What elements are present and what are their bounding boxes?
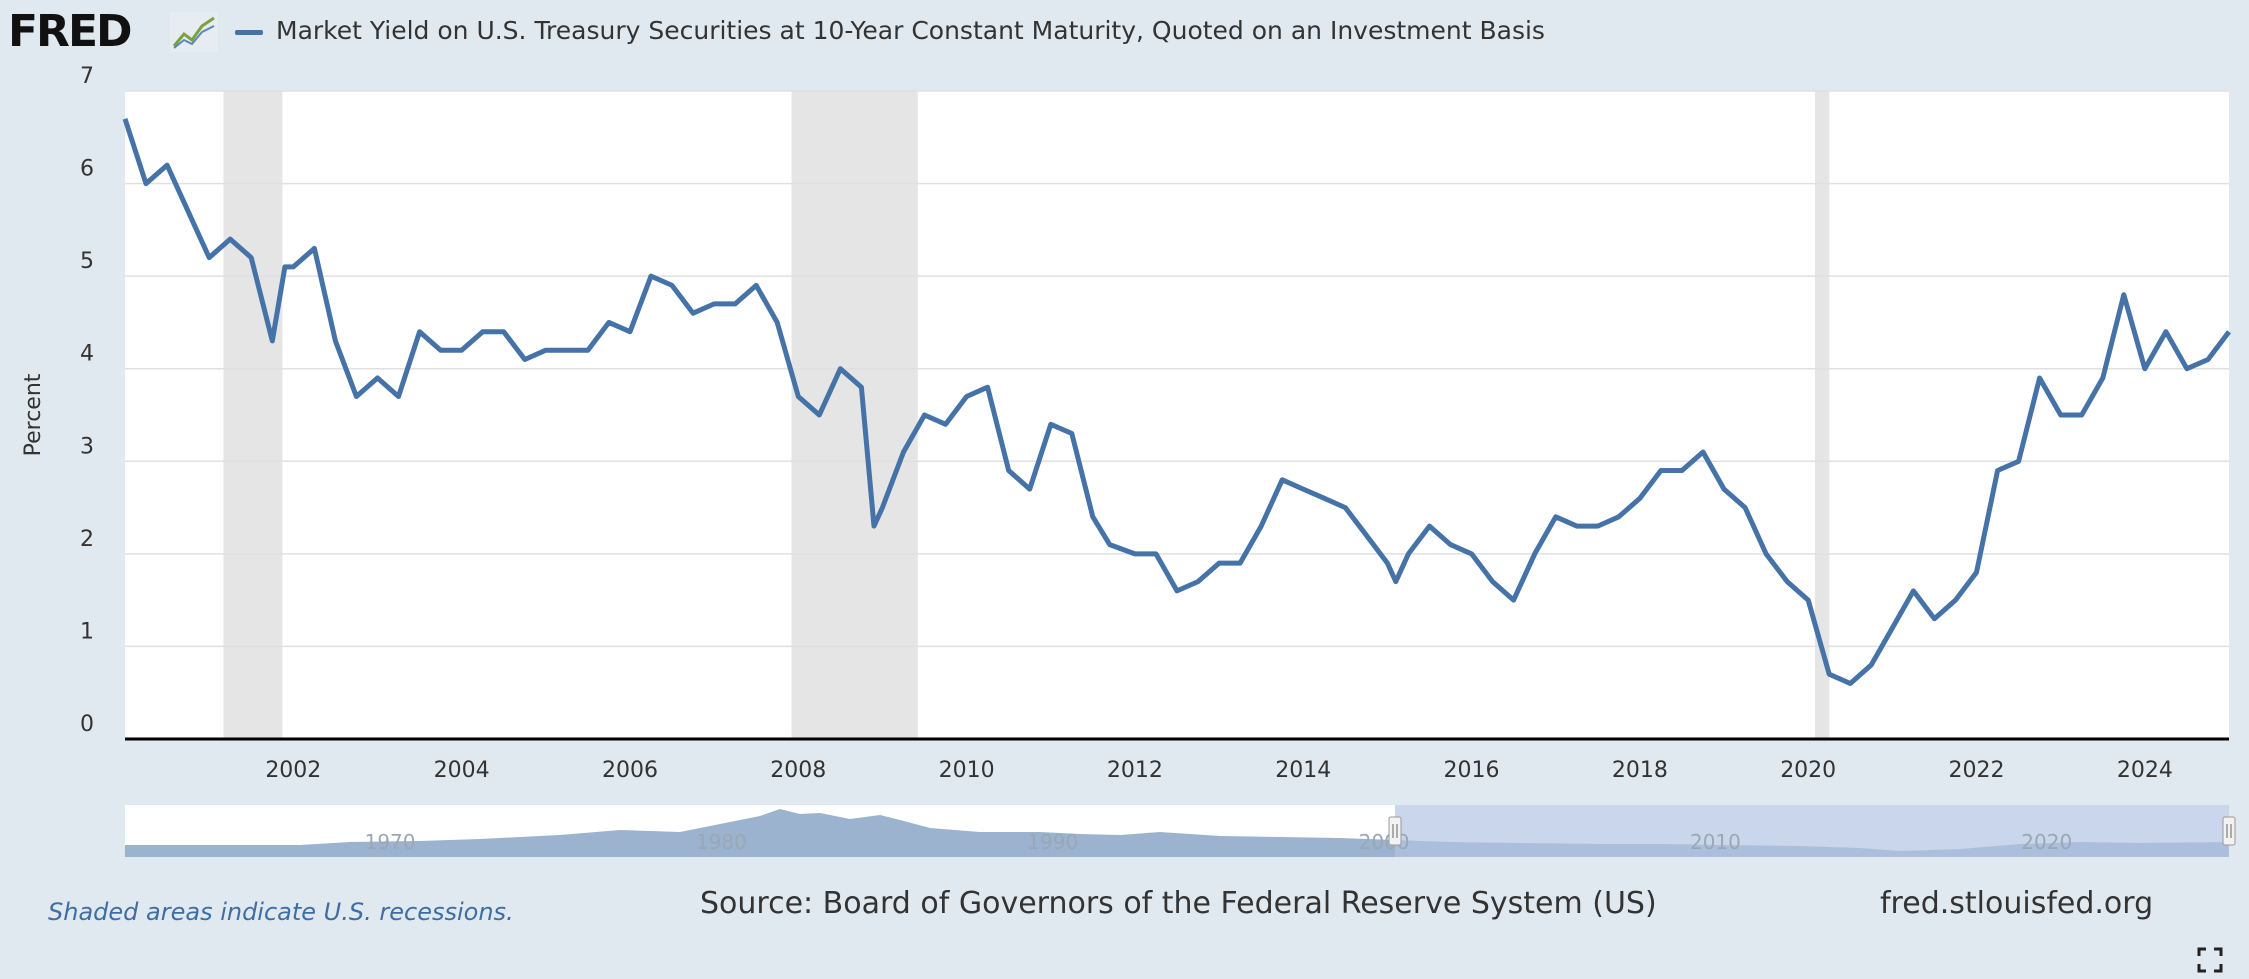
recession-band <box>1814 91 1830 739</box>
y-tick-label: 4 <box>80 342 94 367</box>
x-tick-label: 2006 <box>602 758 658 783</box>
recession-bands <box>223 91 1830 739</box>
x-axis-ticks: 2002 2004 2006 2008 2010 2012 2014 2016 2018 2020… <box>265 758 2173 783</box>
x-tick-label: 2008 <box>770 758 826 783</box>
navigator-right-handle[interactable] <box>2222 816 2236 846</box>
x-tick-label: 2024 <box>2117 758 2173 783</box>
plot-background <box>125 91 2229 739</box>
navigator-label: 1980 <box>696 830 747 854</box>
y-axis-label: Percent <box>21 373 46 456</box>
navigator-label: 2010 <box>1690 830 1741 854</box>
recession-band <box>223 91 283 739</box>
y-tick-label: 2 <box>80 527 94 552</box>
chart-area: 0 1 2 3 4 5 6 7 2002 2004 2006 2008 2010 2012 2014 201… <box>21 64 2236 857</box>
x-tick-label: 2014 <box>1275 758 1331 783</box>
y-tick-label: 6 <box>80 157 94 182</box>
y-tick-label: 5 <box>80 249 94 274</box>
series-line[interactable] <box>122 118 2231 686</box>
navigator[interactable]: 1970 1980 1990 2000 2010 2020 <box>125 805 2236 857</box>
x-tick-label: 2016 <box>1444 758 1500 783</box>
site-link[interactable]: fred.stlouisfed.org <box>1880 886 2154 921</box>
chart-header: FRED Market Yield on U.S. Treasury Secur… <box>0 0 2249 64</box>
legend-swatch[interactable] <box>235 30 263 35</box>
fred-logo-chart-icon <box>170 12 218 52</box>
x-tick-label: 2004 <box>434 758 490 783</box>
y-tick-label: 7 <box>80 64 94 89</box>
y-tick-label: 0 <box>80 712 94 737</box>
x-tick-label: 2022 <box>1949 758 2005 783</box>
navigator-selection[interactable] <box>1395 805 2229 857</box>
fred-logo[interactable]: FRED <box>8 6 133 57</box>
navigator-left-handle[interactable] <box>1388 816 1402 846</box>
navigator-labels: 1970 1980 1990 2000 2010 2020 <box>365 830 2073 854</box>
grid-lines <box>125 90 2229 648</box>
navigator-label: 2000 <box>1359 830 1410 854</box>
navigator-label: 1970 <box>365 830 416 854</box>
x-tick-label: 2002 <box>265 758 321 783</box>
x-tick-label: 2012 <box>1107 758 1163 783</box>
navigator-label: 1990 <box>1027 830 1078 854</box>
x-tick-label: 2010 <box>939 758 995 783</box>
x-tick-label: 2020 <box>1780 758 1836 783</box>
navigator-label: 2020 <box>2021 830 2072 854</box>
y-tick-label: 1 <box>80 619 94 644</box>
recession-note: Shaded areas indicate U.S. recessions. <box>48 898 514 926</box>
chart-title[interactable]: Market Yield on U.S. Treasury Securities… <box>276 16 1545 45</box>
y-axis-ticks: 0 1 2 3 4 5 6 7 <box>80 64 94 737</box>
source-text: Source: Board of Governors of the Federa… <box>700 886 1657 921</box>
fullscreen-icon[interactable] <box>2197 947 2223 973</box>
y-tick-label: 3 <box>80 434 94 459</box>
x-tick-label: 2018 <box>1612 758 1668 783</box>
recession-band <box>791 91 918 739</box>
